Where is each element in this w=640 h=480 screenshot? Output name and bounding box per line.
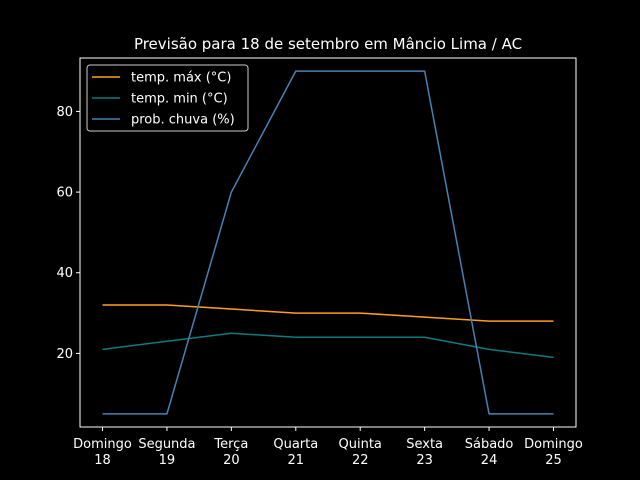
x-tick-label-date: 18 [94, 453, 111, 468]
x-tick-label-day: Sábado [465, 437, 514, 452]
y-tick-label: 40 [56, 266, 73, 281]
legend-label-1: temp. min (°C) [131, 92, 228, 107]
x-tick-label-day: Domingo [524, 437, 583, 452]
x-tick-label-day: Terça [213, 437, 248, 452]
x-tick-label-day: Quarta [273, 437, 318, 452]
legend: temp. máx (°C) temp. min (°C) prob. chuva … [86, 64, 249, 132]
series-line-2 [102, 70, 554, 415]
x-tick-label-day: Quinta [339, 437, 382, 452]
x-tick-label-day: Segunda [138, 437, 195, 452]
x-tick-label-date: 23 [416, 453, 433, 468]
x-tick-label-day: Sexta [406, 437, 443, 452]
x-axis: Domingo18Segunda19Terça20Quarta21Quinta2… [73, 427, 583, 468]
x-tick-label-date: 22 [352, 453, 369, 468]
series-line-1 [102, 332, 554, 359]
y-tick-label: 80 [56, 105, 73, 120]
series-line-0 [102, 304, 554, 322]
x-tick-label-date: 25 [545, 453, 562, 468]
x-tick-label-day: Domingo [73, 437, 132, 452]
y-tick-label: 20 [56, 347, 73, 362]
x-tick-label-date: 21 [288, 453, 305, 468]
chart-title: Previsão para 18 de setembro em Mâncio L… [134, 35, 522, 53]
series-lines [102, 70, 554, 415]
plot-frame [79, 57, 577, 428]
legend-label-2: prob. chuva (%) [131, 113, 235, 128]
x-tick-label-date: 19 [159, 453, 176, 468]
y-axis: 20 40 60 80 [56, 105, 80, 362]
x-tick-label-date: 20 [223, 453, 240, 468]
x-tick-label-date: 24 [481, 453, 498, 468]
legend-box [86, 64, 249, 132]
y-tick-label: 60 [56, 186, 73, 201]
legend-label-0: temp. máx (°C) [131, 71, 231, 86]
